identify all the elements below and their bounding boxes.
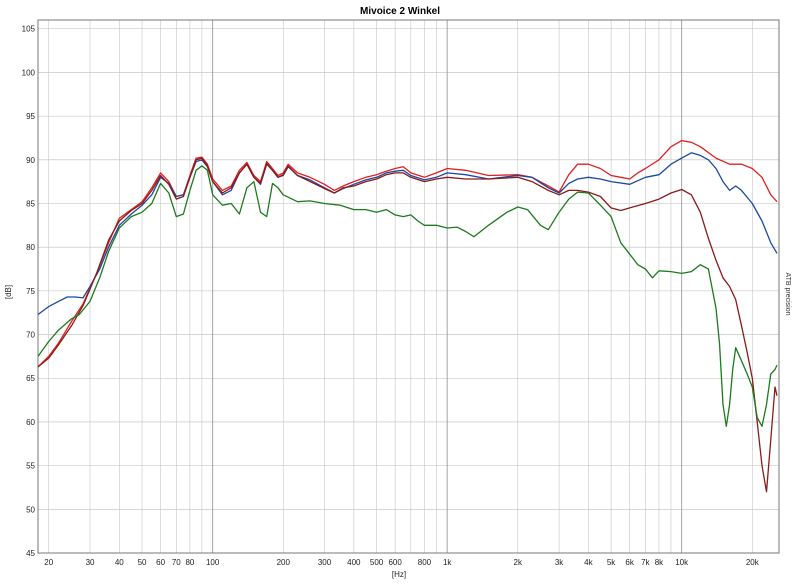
x-axis-label: [Hz] [392, 570, 406, 579]
y-axis-ticks: 45 50 55 60 65 70 75 80 85 90 95 100 105 [22, 25, 36, 558]
x-tick-label: 500 [370, 558, 384, 567]
series-line-2 [37, 152, 778, 316]
x-tick-label: 600 [388, 558, 402, 567]
x-tick-label: 1k [443, 558, 452, 567]
x-tick-label: 5k [607, 558, 616, 567]
y-tick-label: 90 [26, 156, 35, 165]
x-tick-label: 20 [44, 558, 53, 567]
y-tick-label: 100 [22, 68, 36, 77]
y-tick-label: 75 [26, 287, 35, 296]
x-tick-label: 80 [185, 558, 194, 567]
y-tick-label: 55 [26, 462, 35, 471]
y-tick-label: 85 [26, 199, 35, 208]
x-tick-label: 40 [115, 558, 124, 567]
y-tick-label: 65 [26, 374, 35, 383]
x-tick-label: 8k [655, 558, 664, 567]
series-line-3 [37, 157, 778, 493]
x-tick-label: 30 [86, 558, 95, 567]
x-tick-label: 50 [138, 558, 147, 567]
x-tick-label: 6k [625, 558, 634, 567]
y-tick-label: 105 [22, 25, 36, 34]
x-tick-label: 400 [347, 558, 361, 567]
series-line-1 [37, 139, 778, 368]
plot-area [37, 19, 780, 554]
y-axis-label: [dB] [4, 285, 13, 299]
y-tick-label: 80 [26, 243, 35, 252]
x-tick-label: 70 [172, 558, 181, 567]
x-tick-label: 100 [206, 558, 220, 567]
x-tick-label: 800 [418, 558, 432, 567]
x-tick-label: 4k [584, 558, 593, 567]
watermark-text: ATB precision [784, 272, 791, 315]
x-tick-label: 20k [746, 558, 760, 567]
series-line-4 [37, 165, 778, 427]
chart-title: Mivoice 2 Winkel [360, 6, 440, 17]
x-axis-ticks: 20 30 40 50 60 70 80 100 200 300 400 500 600 800 1k 2k 3… [44, 558, 759, 567]
y-tick-label: 70 [26, 331, 35, 340]
y-tick-label: 50 [26, 505, 35, 514]
x-tick-label: 10k [675, 558, 689, 567]
x-tick-label: 300 [318, 558, 332, 567]
x-tick-label: 3k [555, 558, 564, 567]
y-tick-label: 60 [26, 418, 35, 427]
y-tick-label: 45 [26, 549, 35, 558]
x-tick-label: 7k [641, 558, 650, 567]
x-tick-label: 60 [156, 558, 165, 567]
series-group [37, 139, 778, 493]
y-tick-label: 95 [26, 112, 35, 121]
x-tick-label: 2k [514, 558, 523, 567]
x-tick-label: 200 [277, 558, 291, 567]
grid [38, 20, 779, 554]
